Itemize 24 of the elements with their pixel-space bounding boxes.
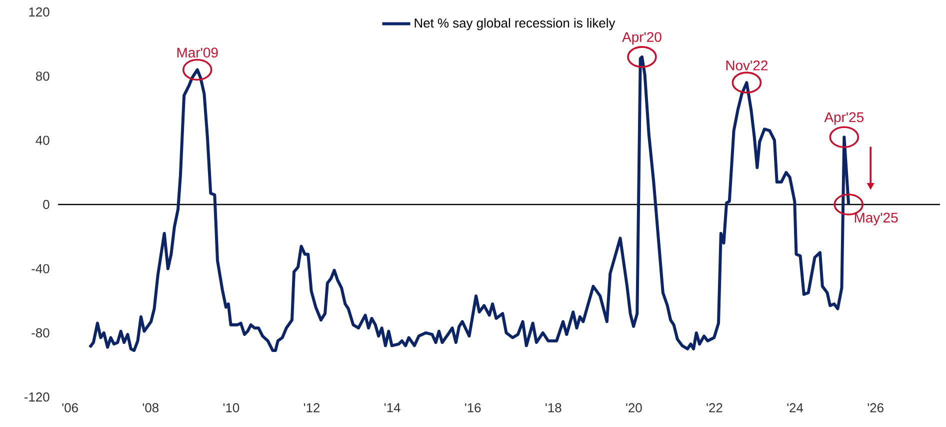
x-tick-label: '08 [142, 403, 159, 412]
x-tick-label: '24 [787, 403, 804, 412]
y-tick-label: 120 [29, 7, 50, 17]
y-tick-label: -80 [32, 328, 50, 338]
y-tick-label: 40 [36, 136, 50, 145]
annotation: Apr'20 [622, 32, 662, 45]
x-tick-label: '22 [706, 403, 722, 412]
x-tick-label: '26 [868, 403, 884, 412]
x-tick-label: '10 [223, 403, 240, 412]
y-tick-label: 0 [43, 200, 50, 210]
annotation: May'25 [854, 212, 898, 226]
x-tick-label: '18 [546, 403, 562, 412]
annotation: Apr'25 [824, 112, 864, 125]
y-tick-label: -120 [24, 392, 50, 402]
x-tick-label: '06 [62, 403, 78, 412]
x-tick-label: '12 [304, 403, 320, 412]
y-tick-label: 80 [36, 72, 50, 81]
x-tick-label: '16 [465, 403, 481, 412]
annotation: Nov'22 [726, 60, 768, 70]
x-tick-label: '14 [384, 403, 400, 412]
y-tick-label: -40 [32, 264, 50, 274]
legend-label: Net % say global recession is likely [414, 18, 616, 30]
annotation: Mar'09 [177, 48, 218, 58]
x-tick-label: '20 [626, 403, 642, 412]
